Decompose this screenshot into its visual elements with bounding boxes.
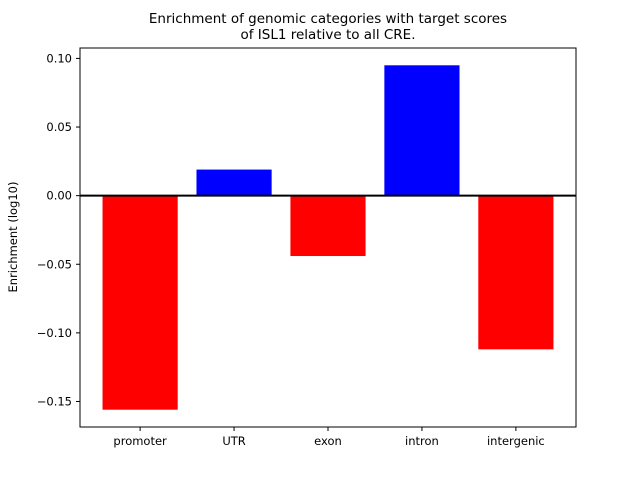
x-tick-label: intergenic — [487, 434, 545, 448]
x-tick-label: exon — [314, 434, 342, 448]
y-tick-label: −0.15 — [37, 395, 72, 409]
y-tick-label: 0.00 — [46, 189, 72, 203]
bar-exon — [290, 195, 366, 257]
bar-intergenic — [478, 195, 554, 350]
y-tick-label: 0.10 — [46, 51, 72, 65]
x-tick-label: intron — [405, 434, 439, 448]
y-axis-label: Enrichment (log10) — [6, 182, 20, 293]
x-tick-label: UTR — [222, 434, 245, 448]
chart-title-line-1: Enrichment of genomic categories with ta… — [149, 11, 507, 27]
chart-title-line-2: of ISL1 relative to all CRE. — [240, 27, 415, 43]
bar-intron — [384, 65, 460, 196]
y-tick-label: −0.05 — [37, 257, 72, 271]
bar-UTR — [196, 169, 272, 196]
y-tick-label: 0.05 — [46, 120, 72, 134]
x-tick-label: promoter — [113, 434, 167, 448]
bar-promoter — [102, 195, 178, 410]
y-tick-label: −0.10 — [37, 326, 72, 340]
plot-area: 0.10 0.05 0.00 −0.05 −0.10 −0.15 promoter UTR ex… — [37, 47, 577, 448]
